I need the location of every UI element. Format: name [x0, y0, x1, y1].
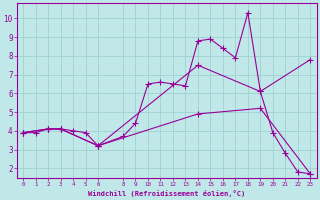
X-axis label: Windchill (Refroidissement éolien,°C): Windchill (Refroidissement éolien,°C) [88, 190, 245, 197]
